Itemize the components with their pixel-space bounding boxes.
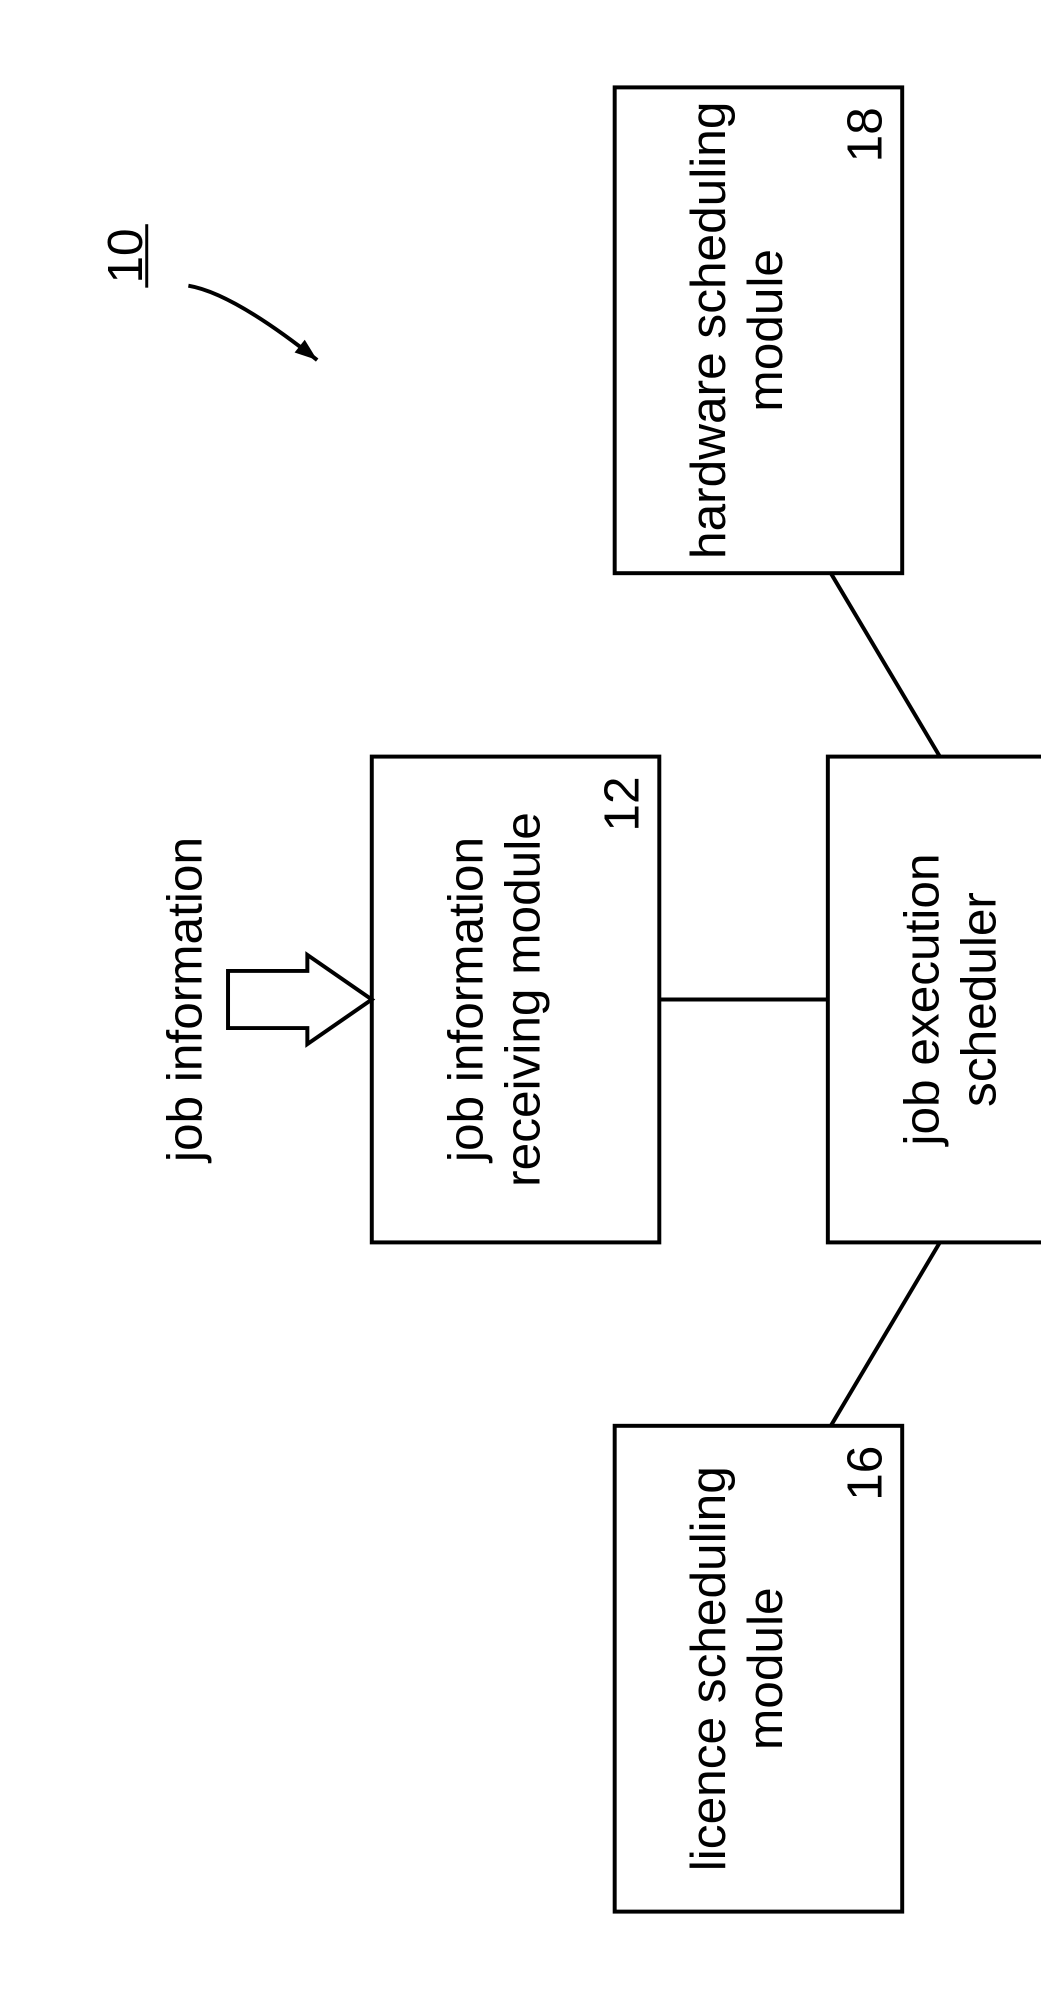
node-n18-ref: 18 bbox=[837, 107, 893, 162]
node-n14: job executionscheduler14 bbox=[828, 757, 1041, 1243]
diagram-root: job informationreceiving module12job exe… bbox=[97, 87, 1041, 1911]
node-n16-label-line-0: licence scheduling bbox=[680, 1466, 736, 1871]
node-n12: job informationreceiving module 12 bbox=[372, 757, 660, 1243]
input-label: job information bbox=[156, 837, 212, 1164]
node-n14-label-line-0: job execution bbox=[893, 853, 949, 1147]
node-n16-ref: 16 bbox=[837, 1446, 893, 1501]
system-ref-label: 10 bbox=[97, 228, 153, 283]
node-n18-label-line-0: hardware scheduling bbox=[680, 102, 736, 559]
input-arrow-icon bbox=[228, 955, 372, 1044]
edge-n16-n14 bbox=[831, 1242, 940, 1425]
node-n16-label-line-1: module bbox=[737, 1587, 793, 1750]
node-n12-ref: 12 bbox=[594, 776, 650, 831]
node-n12-label-line-1: receiving module bbox=[494, 812, 550, 1187]
node-n12-label-line-0: job information bbox=[437, 837, 493, 1164]
node-n16: licence schedulingmodule 16 bbox=[615, 1426, 903, 1912]
edge-n18-n14 bbox=[831, 573, 940, 756]
node-n18: hardware schedulingmodule 18 bbox=[615, 87, 903, 573]
node-n18-label-line-1: module bbox=[737, 249, 793, 412]
node-n14-label-line-1: scheduler bbox=[950, 892, 1006, 1107]
